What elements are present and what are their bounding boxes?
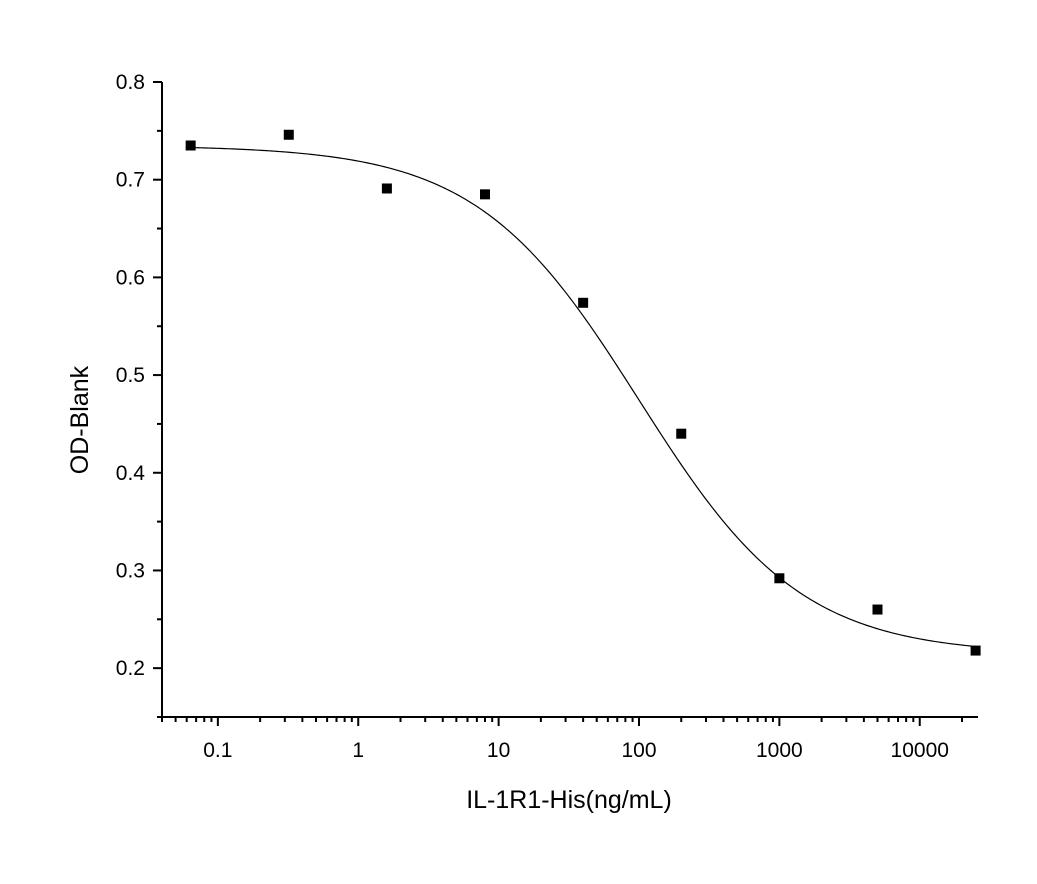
x-tick-label: 10 [487, 739, 510, 762]
x-axis-title: IL-1R1-His(ng/mL) [466, 786, 672, 814]
data-point-marker [774, 573, 785, 584]
x-tick-label: 1 [352, 739, 364, 762]
y-tick-label: 0.4 [116, 462, 146, 485]
x-tick-label: 10000 [891, 739, 949, 762]
y-tick-label: 0.2 [116, 657, 145, 680]
y-tick-label: 0.3 [116, 559, 145, 582]
y-tick-label: 0.6 [116, 266, 145, 289]
axes [161, 82, 978, 718]
data-point-marker [480, 189, 491, 200]
fit-curve-layer [190, 146, 976, 648]
data-point-marker [970, 645, 981, 656]
data-point-marker [872, 604, 883, 615]
data-points [185, 129, 981, 656]
y-axis-title: OD-Blank [66, 365, 94, 474]
data-point-marker [185, 140, 196, 151]
y-tick-label: 0.7 [116, 169, 145, 192]
data-point-marker [676, 428, 687, 439]
x-tick-label: 100 [621, 739, 656, 762]
x-tick-label: 0.1 [203, 739, 232, 762]
data-point-marker [283, 129, 294, 140]
y-tick-label: 0.5 [116, 364, 145, 387]
data-point-marker [381, 183, 392, 194]
x-tick-label: 1000 [756, 739, 803, 762]
data-point-marker [578, 297, 589, 308]
y-tick-label: 0.8 [116, 71, 145, 94]
fit-curve-line [190, 146, 976, 648]
axis-ticks: 0.2 0.3 0.4 0.5 0.6 0.7 0.8 0.1 1 10 100 1000 10000 [116, 71, 964, 762]
